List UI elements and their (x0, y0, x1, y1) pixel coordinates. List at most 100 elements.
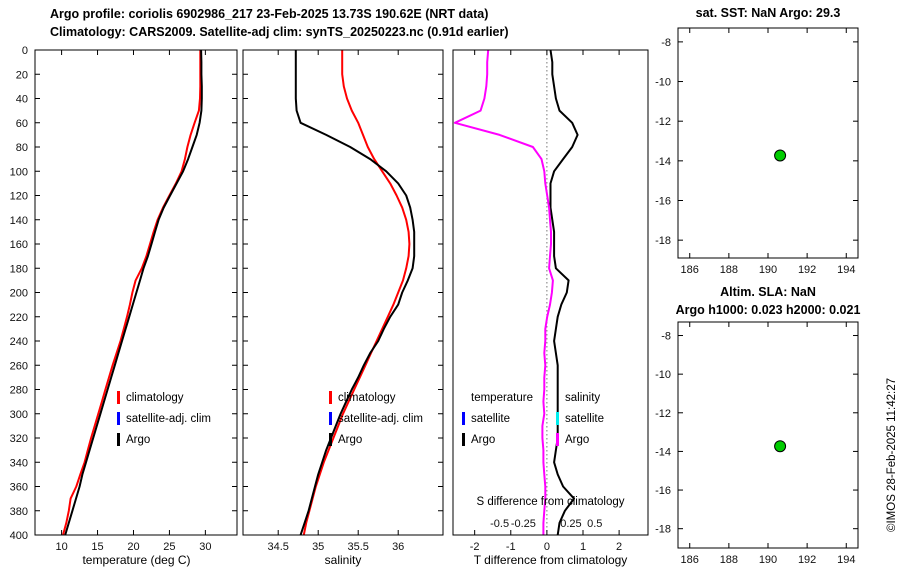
legend-label: Argo (471, 433, 496, 446)
figure-title-line2: Climatology: CARS2009. Satellite-adj cli… (50, 25, 509, 39)
svg-text:-0.5: -0.5 (490, 518, 509, 530)
svg-text:2: 2 (616, 541, 622, 553)
legend-label: satellite-adj. clim (126, 412, 211, 425)
legend-item: satellite (556, 408, 604, 429)
svg-text:192: 192 (798, 554, 816, 566)
legend-item: Argo (462, 429, 533, 450)
figure-title-line1: Argo profile: coriolis 6902986_217 23-Fe… (50, 7, 489, 21)
svg-text:100: 100 (10, 166, 28, 178)
s-difference-axis-label: S difference from climatology (476, 496, 625, 508)
svg-text:190: 190 (759, 264, 777, 276)
svg-text:-2: -2 (470, 541, 480, 553)
svg-text:-10: -10 (655, 77, 671, 89)
legend-label: satellite (565, 412, 604, 425)
svg-text:35.5: 35.5 (347, 541, 368, 553)
svg-text:320: 320 (10, 433, 28, 445)
legend-line-sample-icon (556, 412, 559, 425)
sla-map-title-line2: Argo h1000: 0.023 h2000: 0.021 (675, 303, 861, 317)
svg-text:-12: -12 (655, 116, 671, 128)
temperature-axis-label: temperature (deg C) (82, 553, 191, 567)
legend-label: climatology (338, 391, 396, 404)
series-t-argo-minus-climatology (549, 50, 579, 535)
svg-text:20: 20 (127, 541, 139, 553)
panel-map_sst: 186 188 190 192 194 -8 -10 -12 -14 -16 -18 (655, 27, 859, 276)
difference-salinity-legend: salinity satellite Argo (556, 387, 604, 450)
svg-text:194: 194 (837, 264, 855, 276)
legend-label: satellite-adj. clim (338, 412, 423, 425)
legend-item: Argo (329, 429, 423, 450)
svg-text:-18: -18 (655, 524, 671, 536)
legend-item: Argo (556, 429, 604, 450)
imos-copyright-text: ©IMOS 28-Feb-2025 11:42:27 (886, 377, 898, 532)
argo-position-marker (774, 149, 787, 162)
series-s-argo-minus-climatology (453, 50, 554, 535)
svg-text:34.5: 34.5 (267, 541, 288, 553)
legend-line-sample-icon (462, 412, 465, 425)
svg-text:360: 360 (10, 482, 28, 494)
legend-item: climatology (117, 387, 211, 408)
legend-label: satellite (471, 412, 510, 425)
legend-item: satellite (462, 408, 533, 429)
series-argo (294, 50, 416, 535)
legend-item: climatology (329, 387, 423, 408)
salinity-panel-legend: climatology satellite-adj. clim Argo (329, 387, 423, 450)
svg-text:35: 35 (312, 541, 324, 553)
svg-text:-8: -8 (661, 331, 671, 343)
series-argo (64, 50, 203, 535)
svg-text:280: 280 (10, 385, 28, 397)
series-climatology (62, 50, 202, 535)
legend-group-header: temperature (471, 391, 534, 404)
legend-line-sample-icon (117, 433, 120, 446)
svg-text:-16: -16 (655, 485, 671, 497)
svg-text:20: 20 (16, 69, 28, 81)
svg-text:15: 15 (91, 541, 103, 553)
svg-text:80: 80 (16, 142, 28, 154)
legend-line-sample-icon (117, 412, 120, 425)
svg-text:60: 60 (16, 118, 28, 130)
svg-text:160: 160 (10, 239, 28, 251)
svg-text:10: 10 (55, 541, 67, 553)
svg-text:188: 188 (720, 264, 738, 276)
svg-text:190: 190 (759, 554, 777, 566)
panel-map_sla: 186 188 190 192 194 -8 -10 -12 -14 -16 -18 (655, 321, 859, 566)
svg-text:-14: -14 (655, 156, 671, 168)
svg-text:-1: -1 (506, 541, 516, 553)
svg-text:0: 0 (544, 541, 550, 553)
svg-text:200: 200 (10, 288, 28, 300)
svg-text:186: 186 (681, 554, 699, 566)
argo-position-marker (774, 440, 787, 453)
svg-text:240: 240 (10, 336, 28, 348)
svg-text:192: 192 (798, 264, 816, 276)
svg-text:400: 400 (10, 530, 28, 542)
sla-map-title-line1: Altim. SLA: NaN (720, 285, 816, 299)
svg-text:300: 300 (10, 409, 28, 421)
svg-text:194: 194 (837, 554, 855, 566)
svg-text:-0.25: -0.25 (511, 518, 536, 530)
legend-line-sample-icon (556, 433, 559, 446)
svg-text:120: 120 (10, 191, 28, 203)
salinity-axis-label: salinity (324, 553, 362, 567)
svg-text:188: 188 (720, 554, 738, 566)
panel-temperature: 10 15 20 25 30020406080100120140160180200220… (10, 45, 238, 553)
legend-line-sample-icon (329, 412, 332, 425)
svg-text:0.5: 0.5 (587, 518, 602, 530)
svg-text:-12: -12 (655, 408, 671, 420)
difference-temperature-legend: temperature satellite Argo (462, 387, 533, 450)
svg-text:0.25: 0.25 (560, 518, 581, 530)
svg-text:36: 36 (392, 541, 404, 553)
svg-text:380: 380 (10, 506, 28, 518)
legend-line-sample-icon (462, 433, 465, 446)
svg-text:140: 140 (10, 215, 28, 227)
legend-label: Argo (565, 433, 590, 446)
legend-item: satellite-adj. clim (117, 408, 211, 429)
svg-text:30: 30 (199, 541, 211, 553)
svg-text:-10: -10 (655, 369, 671, 381)
panel-difference: -2 -1 0 1 2 -0.5 -0.25 0.25 0.5 (452, 49, 649, 553)
legend-line-sample-icon (329, 433, 332, 446)
svg-text:25: 25 (163, 541, 175, 553)
legend-group-header: salinity (565, 391, 601, 404)
svg-text:-8: -8 (661, 37, 671, 49)
svg-text:180: 180 (10, 263, 28, 275)
